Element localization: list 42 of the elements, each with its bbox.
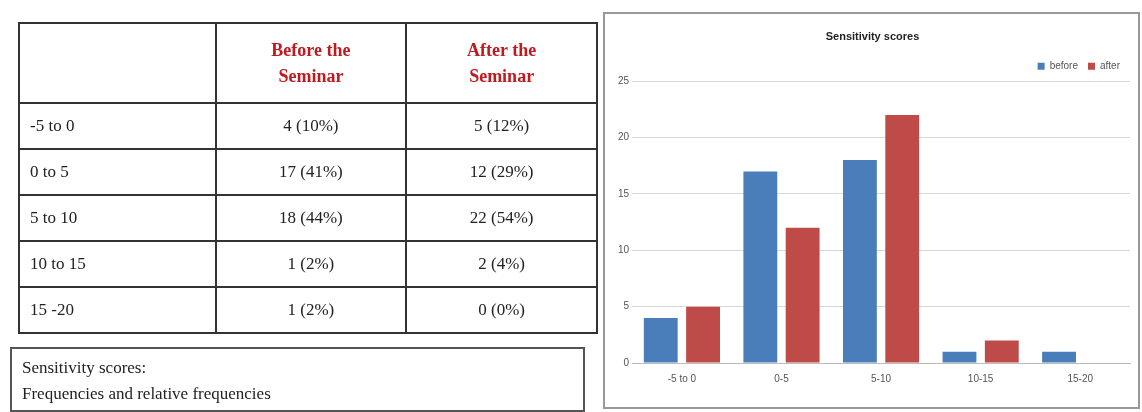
text: Sensitivity scores: bbox=[22, 357, 148, 379]
y-tick-label: 5 bbox=[623, 300, 630, 312]
text: Frequencies and relative frequencies bbox=[22, 383, 272, 405]
legend-label: Before the Seminar bbox=[215, 23, 407, 103]
legend-label: before bbox=[1049, 59, 1079, 71]
x-tick-label: 10-15 bbox=[967, 372, 994, 384]
data-label: 1 (2%) bbox=[215, 241, 407, 287]
category-label: 10 to 15 bbox=[19, 241, 216, 287]
category-label: 5 to 10 bbox=[19, 195, 216, 241]
x-tick-label: 15-20 bbox=[1067, 372, 1094, 384]
y-tick-label: 20 bbox=[618, 131, 630, 143]
legend-label: after bbox=[1099, 59, 1121, 71]
x-tick-label: 0-5 bbox=[774, 372, 790, 384]
data-label: 4 (10%) bbox=[215, 103, 407, 149]
x-tick-label: 5-10 bbox=[871, 372, 892, 384]
category-label: 15 -20 bbox=[19, 287, 216, 333]
bar bbox=[643, 317, 678, 363]
data-label: 22 (54%) bbox=[406, 195, 597, 241]
data-label: 2 (4%) bbox=[406, 241, 597, 287]
bar bbox=[785, 227, 820, 363]
data-label: 17 (41%) bbox=[215, 149, 407, 195]
data-label: 12 (29%) bbox=[406, 149, 597, 195]
bar bbox=[984, 340, 1019, 363]
legend-label: After the Seminar bbox=[406, 23, 597, 103]
x-tick-label: -5 to 0 bbox=[667, 372, 697, 384]
y-tick-label: 10 bbox=[618, 244, 630, 256]
bar bbox=[885, 115, 920, 363]
bar bbox=[743, 171, 778, 363]
chart-title: Sensitivity scores bbox=[825, 29, 920, 42]
bar bbox=[942, 351, 977, 363]
data-label: 1 (2%) bbox=[215, 287, 407, 333]
category-label: 0 to 5 bbox=[19, 149, 216, 195]
data-label: 18 (44%) bbox=[215, 195, 407, 241]
data-label: 0 (0%) bbox=[406, 287, 597, 333]
bar bbox=[686, 306, 720, 363]
bar bbox=[842, 160, 877, 363]
y-tick-label: 15 bbox=[618, 187, 630, 199]
category-label: -5 to 0 bbox=[19, 103, 216, 149]
y-tick-label: 25 bbox=[618, 74, 630, 86]
data-label: 5 (12%) bbox=[406, 103, 597, 149]
y-tick-label: 0 bbox=[623, 356, 630, 368]
bar bbox=[1042, 351, 1076, 363]
